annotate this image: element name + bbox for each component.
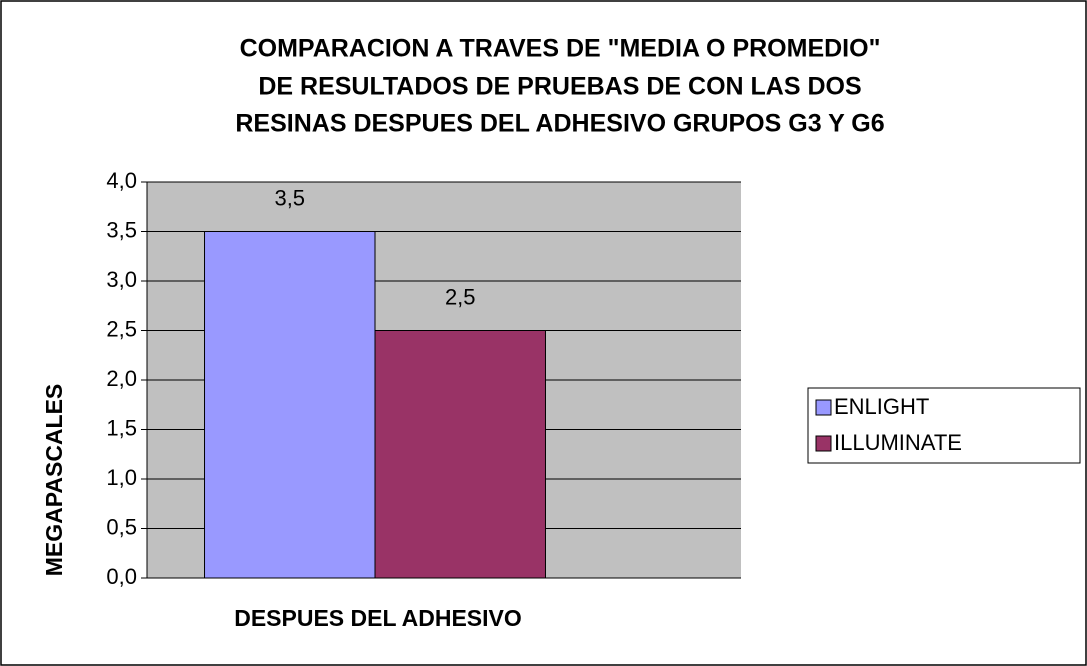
y-tick-label: 1,5 [106,415,137,440]
y-tick-label: 2,5 [106,316,137,341]
y-tick-label: 3,0 [106,267,137,292]
x-tick-label: DESPUES DEL ADHESIVO [234,605,522,631]
y-tick-label: 2,0 [106,366,137,391]
y-axis-label: MEGAPASCALES [41,384,67,577]
legend-box [807,387,1081,464]
y-tick-label: 3,5 [106,217,137,242]
y-tick-label: 4,0 [106,168,137,193]
value-label: 3,5 [274,185,305,210]
y-tick-label: 0,0 [106,564,137,589]
chart-title: DE RESULTADOS DE PRUEBAS DE CON LAS DOS [258,73,861,101]
chart-title: COMPARACION A TRAVES DE "MEDIA O PROMEDI… [240,35,881,63]
legend-label: ILLUMINATE [834,430,962,455]
chart-title: RESINAS DESPUES DEL ADHESIVO GRUPOS G3 Y… [235,110,884,138]
legend-swatch [815,399,832,416]
bar [374,330,546,579]
y-tick-label: 0,5 [106,514,137,539]
bar [204,231,376,579]
y-tick-label: 1,0 [106,465,137,490]
legend-swatch [815,435,832,452]
value-label: 2,5 [445,284,476,309]
legend-label: ENLIGHT [834,394,929,419]
